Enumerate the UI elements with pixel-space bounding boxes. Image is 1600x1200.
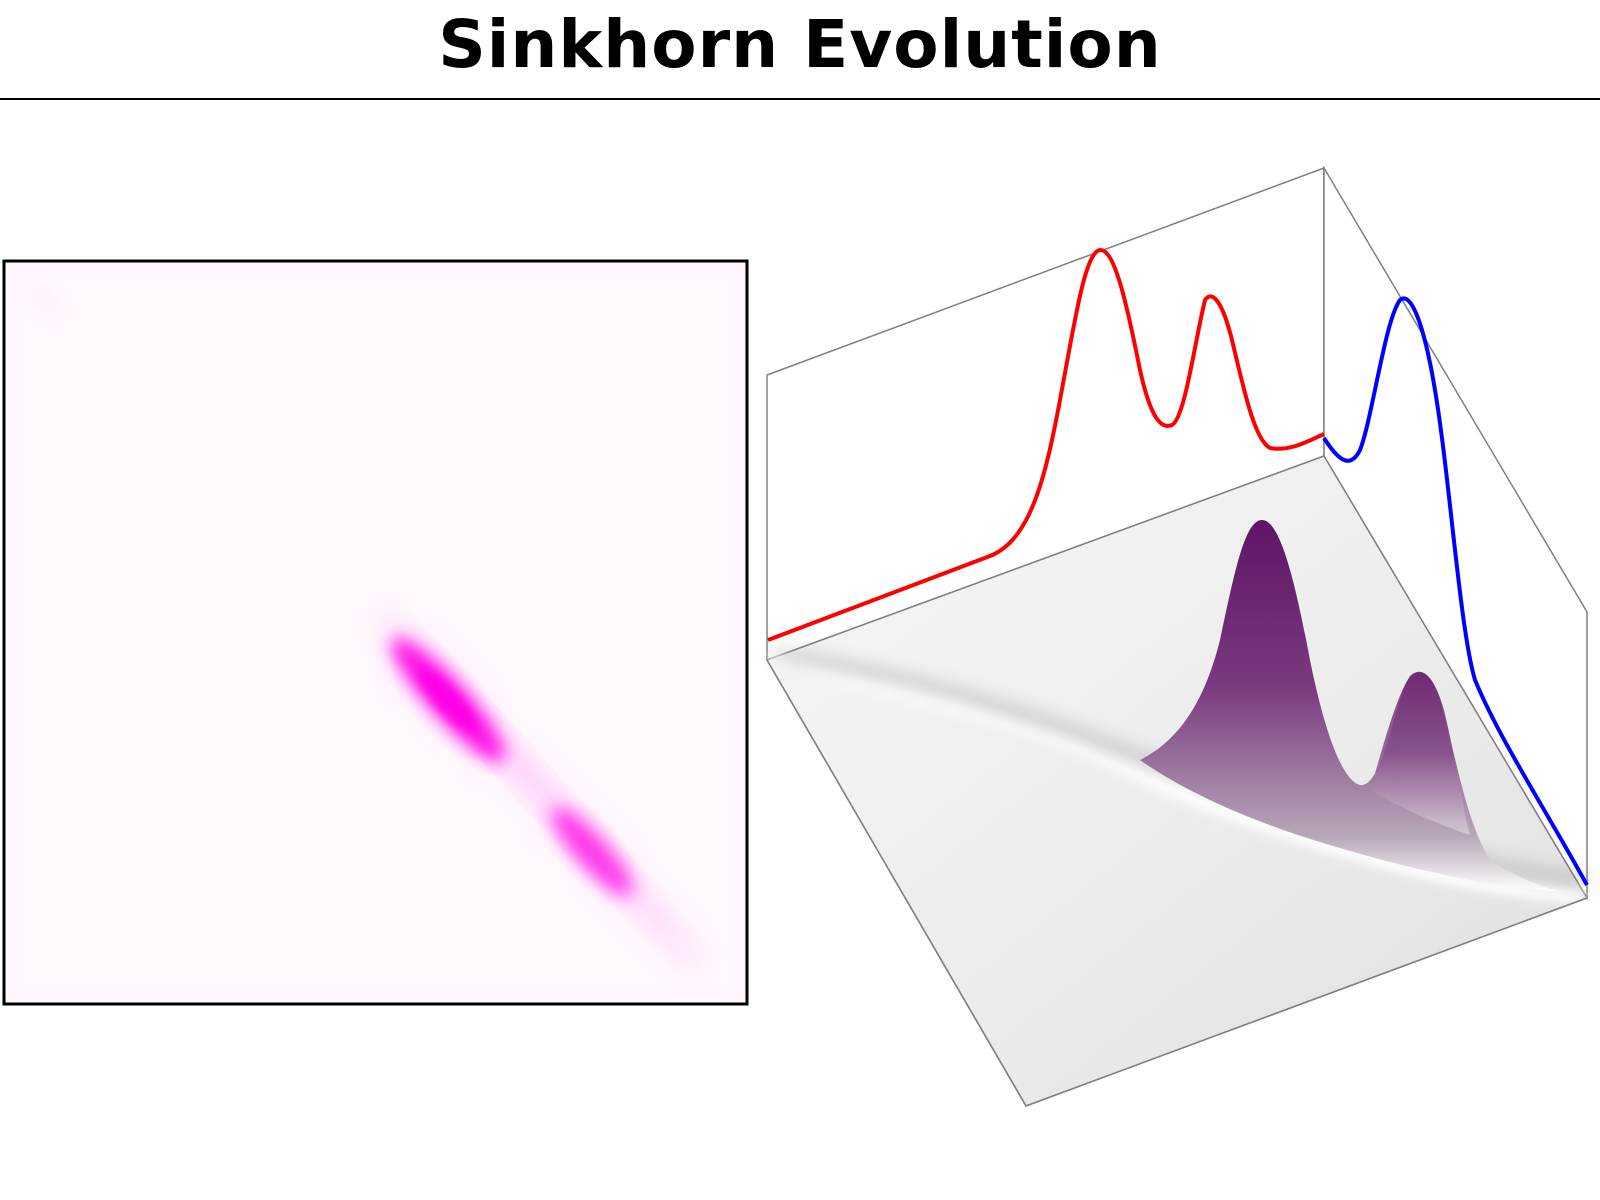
heatmap-main-core (420, 669, 476, 731)
box-edge-front-right (1025, 897, 1588, 1107)
source-marginal-curve (767, 248, 1325, 642)
coupling-surface-3d (765, 165, 1589, 1107)
page-title: Sinkhorn Evolution (438, 6, 1162, 83)
surface-second-peak (1370, 671, 1470, 835)
heatmap-frame (2, 259, 749, 1006)
heatmap-secondary-blob (551, 807, 633, 897)
title-underline (0, 98, 1600, 100)
floor-valley-streak (768, 653, 1583, 903)
heatmap-faint-trace (27, 285, 63, 315)
coupling-heatmap (2, 259, 749, 1006)
box-edge-front-left (766, 659, 1027, 1107)
target-marginal-curve (1322, 296, 1589, 886)
